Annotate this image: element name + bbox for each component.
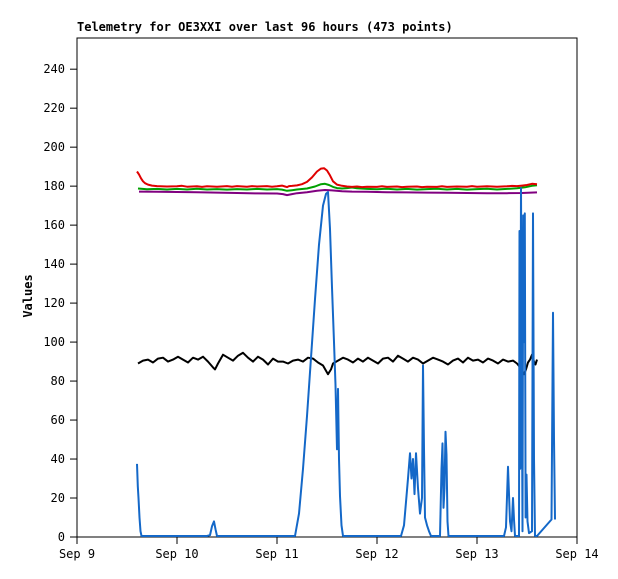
y-tick-label: 100 [43,335,65,349]
channel-blue-line [136,187,556,537]
channel-black-line [137,351,538,376]
x-axis-ticks: Sep 9 Sep 10 Sep 11 Sep 12 Sep 13 Sep 14 [59,537,599,561]
x-tick-label: Sep 11 [255,547,298,561]
y-tick-label: 0 [58,530,65,544]
y-tick-label: 140 [43,257,65,271]
y-tick-label: 80 [51,374,65,388]
channel-red-line [136,167,538,189]
channel-green-line [137,182,538,192]
x-tick-label: Sep 14 [555,547,598,561]
y-axis-label: Values [21,274,35,317]
plot-border [76,37,578,538]
y-tick-label: 120 [43,296,65,310]
y-tick-label: 240 [43,62,65,76]
y-tick-label: 180 [43,179,65,193]
y-axis-ticks: 0 20 40 60 80 100 120 140 160 180 200 220 240 [43,62,77,544]
y-tick-label: 160 [43,218,65,232]
x-tick-label: Sep 9 [59,547,95,561]
channel-purple-line [138,189,538,197]
series-layer [136,167,556,537]
x-tick-label: Sep 12 [355,547,398,561]
x-tick-label: Sep 13 [455,547,498,561]
y-tick-label: 20 [51,491,65,505]
chart-title: Telemetry for OE3XXI over last 96 hours … [77,20,453,34]
y-tick-label: 200 [43,140,65,154]
x-tick-label: Sep 10 [155,547,198,561]
y-tick-label: 40 [51,452,65,466]
y-tick-label: 220 [43,101,65,115]
y-tick-label: 60 [51,413,65,427]
